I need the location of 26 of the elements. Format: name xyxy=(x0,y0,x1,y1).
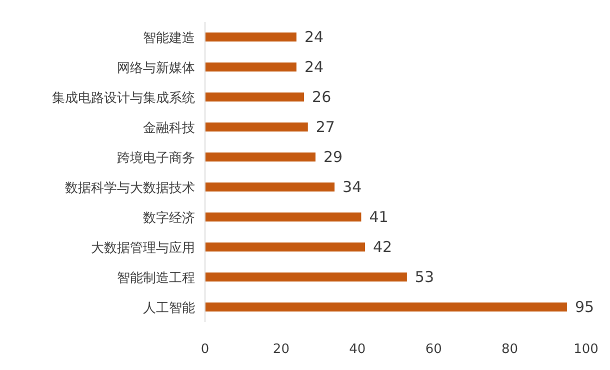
y-tick-label: 智能制造工程 xyxy=(117,271,195,286)
data-label: 24 xyxy=(304,58,324,76)
data-label: 41 xyxy=(369,208,388,226)
data-label: 24 xyxy=(304,28,324,46)
data-label: 29 xyxy=(323,148,343,166)
data-label: 53 xyxy=(414,268,434,286)
y-tick-label: 网络与新媒体 xyxy=(117,61,195,76)
data-label: 34 xyxy=(342,178,362,196)
y-tick-label: 智能建造 xyxy=(143,31,195,46)
y-tick-label: 人工智能 xyxy=(143,301,195,316)
y-tick-label: 数字经济 xyxy=(143,210,195,226)
y-tick-label: 金融科技 xyxy=(143,121,195,136)
data-label: 42 xyxy=(373,238,392,256)
data-label: 26 xyxy=(312,88,332,106)
x-tick-label: 80 xyxy=(502,342,518,357)
data-label: 27 xyxy=(316,118,335,136)
y-tick-label: 集成电路设计与集成系统 xyxy=(52,91,195,106)
y-tick-label: 大数据管理与应用 xyxy=(91,240,195,256)
x-tick-label: 60 xyxy=(425,342,442,357)
y-tick-label: 数据科学与大数据技术 xyxy=(65,181,195,196)
x-tick-label: 40 xyxy=(349,342,366,357)
x-tick-label: 0 xyxy=(200,342,210,357)
x-tick-label: 100 xyxy=(574,342,598,357)
data-label: 95 xyxy=(574,298,594,316)
y-tick-label: 跨境电子商务 xyxy=(117,150,195,166)
x-tick-label: 20 xyxy=(272,342,290,357)
